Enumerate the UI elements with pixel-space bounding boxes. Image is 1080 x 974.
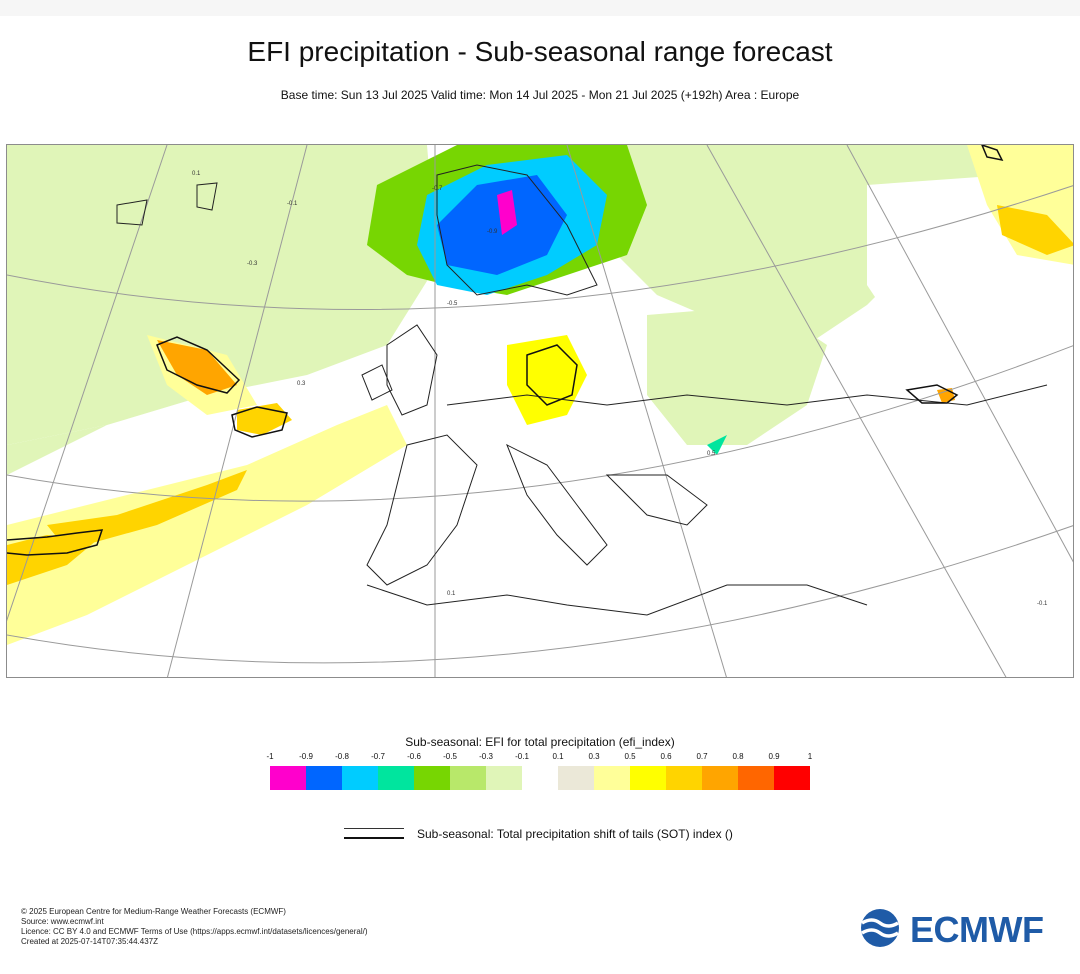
footer-copyright: © 2025 European Centre for Medium-Range …	[21, 907, 286, 916]
sot-legend-label: Sub-seasonal: Total precipitation shift …	[417, 827, 733, 841]
legend-tick: 0.9	[768, 752, 780, 761]
legend-tick: -0.8	[335, 752, 349, 761]
contour-label: 0.3	[297, 381, 306, 387]
legend-swatch	[486, 766, 522, 790]
contour-labels: 0.1 -0.1 0.3 -0.3 -0.5 -0.7 0.5 -0.9 0.1…	[192, 171, 1048, 607]
legend-swatch	[738, 766, 774, 790]
legend-tick: -0.5	[443, 752, 457, 761]
contour-label: -0.1	[1037, 601, 1048, 607]
legend-swatch	[378, 766, 414, 790]
legend-tick: 0.1	[552, 752, 564, 761]
legend-tick: 0.8	[732, 752, 744, 761]
legend-swatch	[558, 766, 594, 790]
legend-tick: -0.1	[515, 752, 529, 761]
legend-tick: 1	[807, 752, 813, 761]
legend-swatch	[774, 766, 810, 790]
contour-label: -0.5	[447, 301, 458, 307]
ecmwf-logo: ECMWF	[858, 908, 1063, 952]
efi-field	[7, 145, 1073, 677]
contour-label: -0.1	[287, 201, 298, 207]
sot-contours	[7, 145, 1004, 556]
legend-tick: 0.7	[696, 752, 708, 761]
legend-tick: -0.6	[407, 752, 421, 761]
top-bar	[0, 0, 1080, 16]
sot-line-thick	[344, 837, 404, 839]
legend-swatch	[450, 766, 486, 790]
footer-created: Created at 2025-07-14T07:35:44.437Z	[21, 937, 158, 946]
legend-swatch	[702, 766, 738, 790]
sot-legend: Sub-seasonal: Total precipitation shift …	[344, 826, 764, 846]
ecmwf-logo-text: ECMWF	[910, 909, 1044, 950]
legend-tick: 0.6	[660, 752, 672, 761]
efi-map[interactable]: 0.1 -0.1 0.3 -0.3 -0.5 -0.7 0.5 -0.9 0.1…	[6, 144, 1074, 678]
coastlines	[116, 164, 1048, 616]
footer-credits: © 2025 European Centre for Medium-Range …	[21, 907, 368, 947]
legend-swatch	[630, 766, 666, 790]
efi-colorbar: -1 -0.9 -0.8 -0.7 -0.6 -0.5 -0.3 -0.1 0.…	[266, 752, 813, 792]
sot-line-thin	[344, 828, 404, 829]
contour-label: -0.3	[247, 261, 258, 267]
footer-licence: Licence: CC BY 4.0 and ECMWF Terms of Us…	[21, 927, 368, 936]
footer-source: Source: www.ecmwf.int	[21, 917, 104, 926]
legend-tick: -0.7	[371, 752, 385, 761]
legend-swatch	[522, 766, 558, 790]
contour-label: -0.7	[432, 186, 443, 192]
legend-swatch	[666, 766, 702, 790]
legend-tick: -0.9	[299, 752, 313, 761]
legend-swatch	[414, 766, 450, 790]
ecmwf-emblem-icon	[861, 909, 899, 947]
page-title: EFI precipitation - Sub-seasonal range f…	[247, 36, 833, 67]
contour-label: 0.5	[707, 451, 716, 457]
graticule	[7, 145, 1073, 677]
map-canvas: 0.1 -0.1 0.3 -0.3 -0.5 -0.7 0.5 -0.9 0.1…	[7, 145, 1073, 677]
legend-swatch	[342, 766, 378, 790]
legend-tick: 0.5	[624, 752, 636, 761]
page-subtitle: Base time: Sun 13 Jul 2025 Valid time: M…	[280, 88, 800, 102]
legend-title: Sub-seasonal: EFI for total precipitatio…	[405, 735, 675, 749]
legend-swatch	[306, 766, 342, 790]
legend-swatch	[270, 766, 306, 790]
legend-tick: -0.3	[479, 752, 493, 761]
legend-tick: 0.3	[588, 752, 600, 761]
contour-label: 0.1	[447, 591, 456, 597]
contour-label: -0.9	[487, 229, 498, 235]
legend-tick: -1	[266, 752, 274, 761]
legend-swatch	[594, 766, 630, 790]
contour-label: 0.1	[192, 171, 201, 177]
